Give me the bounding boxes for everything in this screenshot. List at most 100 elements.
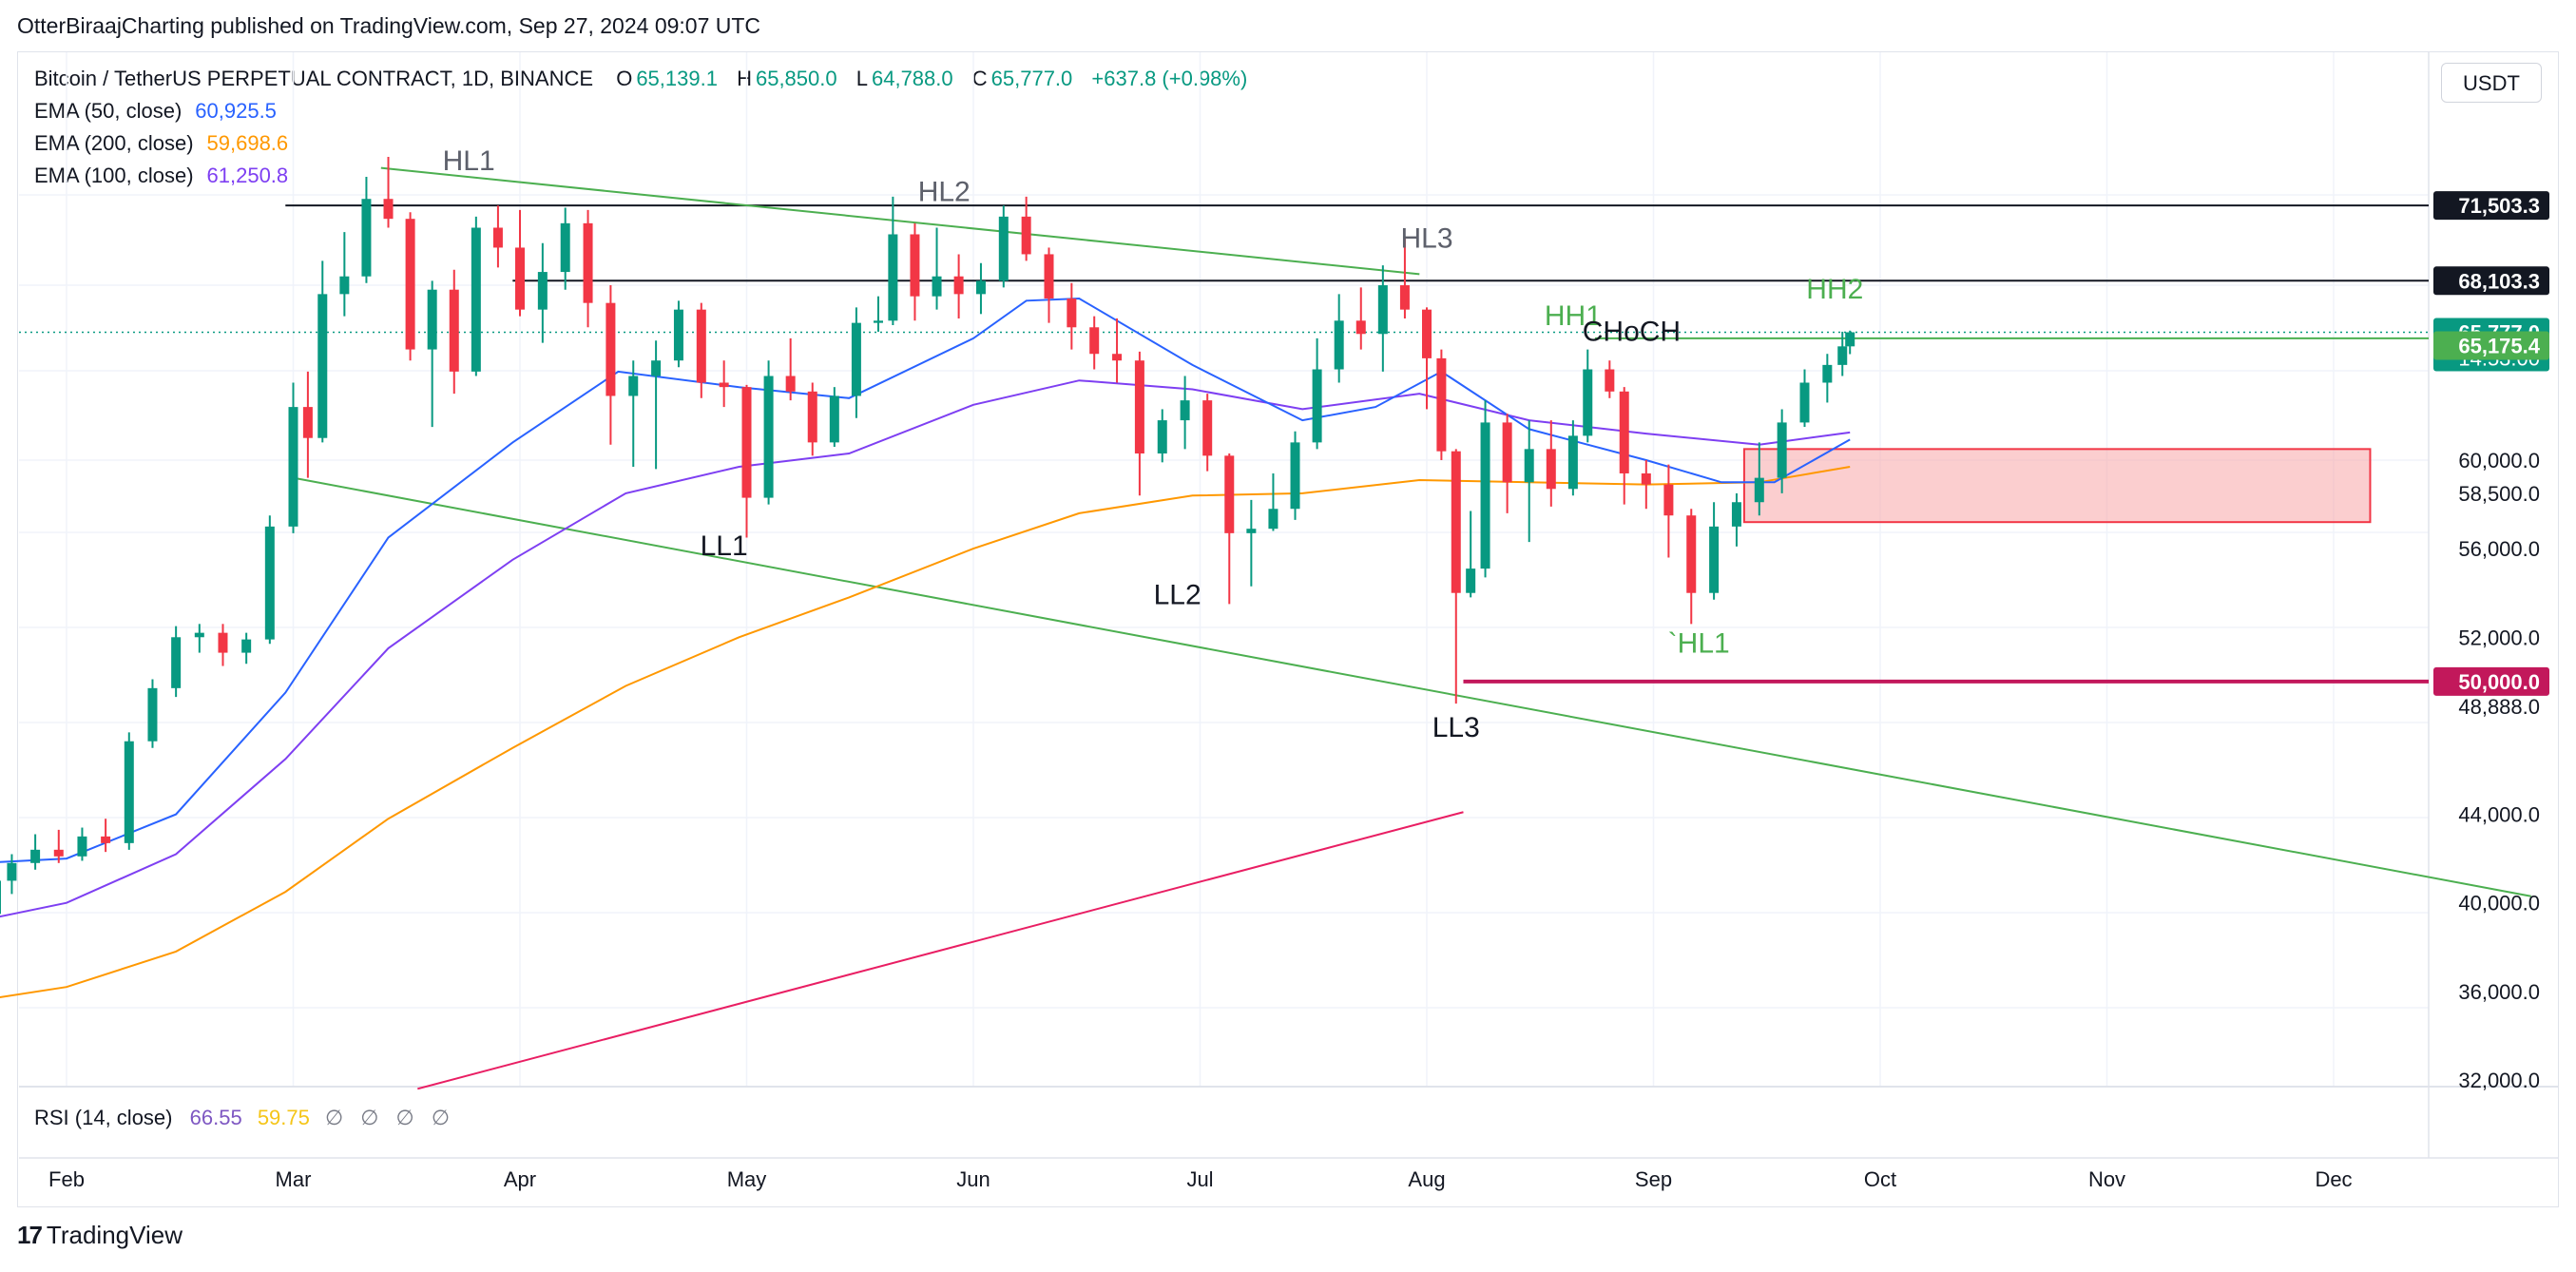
price-badge xyxy=(2433,666,2549,696)
price-badge-text: 50,000.0 xyxy=(2458,670,2540,694)
candle-body xyxy=(492,227,503,248)
annotation-label: `HL1 xyxy=(1668,628,1730,660)
symbol-legend[interactable]: Bitcoin / TetherUS PERPETUAL CONTRACT, 1… xyxy=(34,67,1251,91)
candle-body xyxy=(1663,484,1674,516)
candle-body xyxy=(1224,455,1235,533)
candle-body xyxy=(1524,449,1534,483)
candle-body xyxy=(302,407,313,438)
ema200-legend[interactable]: EMA (200, close) 59,698.6 xyxy=(34,131,288,156)
candle-body xyxy=(317,294,328,438)
candle-body xyxy=(1641,472,1651,485)
candle-body xyxy=(975,280,986,295)
candle-body xyxy=(1837,346,1848,365)
ema200-label: EMA (200, close) xyxy=(34,131,194,155)
ema100-line xyxy=(0,379,1851,918)
currency-button[interactable]: USDT xyxy=(2441,63,2542,103)
candle-body xyxy=(1436,357,1447,452)
candle-body xyxy=(560,222,570,273)
candle-body xyxy=(1709,526,1720,593)
candle-body xyxy=(471,227,481,372)
ema50-label: EMA (50, close) xyxy=(34,99,183,123)
candle-body xyxy=(405,219,415,350)
tradingview-logo-icon: 17 xyxy=(17,1221,43,1249)
candle-body xyxy=(0,880,1,915)
rsi-ma-value: 59.75 xyxy=(257,1106,310,1129)
time-axis-label: Mar xyxy=(276,1167,312,1191)
candle-body xyxy=(606,302,616,396)
ema50-legend[interactable]: EMA (50, close) 60,925.5 xyxy=(34,99,277,124)
grid xyxy=(19,52,2559,1159)
ema50-value: 60,925.5 xyxy=(195,99,277,123)
annotation-label: HL1 xyxy=(443,145,495,177)
candle-body xyxy=(628,376,639,396)
time-axis-label: May xyxy=(727,1167,767,1191)
candle-body xyxy=(1067,299,1077,328)
ohlc-high-label: H xyxy=(737,67,752,90)
annotation-label: LL2 xyxy=(1154,579,1201,610)
ohlc-low: 64,788.0 xyxy=(871,67,953,90)
price-axis-label: 32,000.0 xyxy=(2458,1069,2540,1092)
time-axis-label: Sep xyxy=(1635,1167,1672,1191)
time-axis-label: Jul xyxy=(1186,1167,1213,1191)
annotation-label: HH2 xyxy=(1806,274,1863,305)
ema100-legend[interactable]: EMA (100, close) 61,250.8 xyxy=(34,164,288,188)
candle-body xyxy=(1422,309,1432,358)
horizontal-levels xyxy=(285,204,2429,684)
candle-body xyxy=(218,632,228,653)
rsi-legend[interactable]: RSI (14, close) 66.55 59.75 ∅ ∅ ∅ ∅ xyxy=(34,1106,455,1130)
candle-body xyxy=(1822,364,1833,383)
candle-body xyxy=(1799,382,1810,423)
candle-body xyxy=(1290,442,1300,510)
ohlc-change: +637.8 (+0.98%) xyxy=(1091,67,1248,90)
price-axis-label: 58,500.0 xyxy=(2458,482,2540,506)
candle-body xyxy=(1334,320,1344,370)
annotation-label: CHoCH xyxy=(1583,316,1681,347)
candle-body xyxy=(1731,502,1741,527)
trendlines xyxy=(293,166,2531,1090)
candle-body xyxy=(932,276,942,297)
price-badge xyxy=(2433,266,2549,296)
candle-body xyxy=(1134,360,1144,454)
price-badge-text: 65,175.4 xyxy=(2458,334,2540,357)
ema100-label: EMA (100, close) xyxy=(34,164,194,187)
candle-body xyxy=(264,526,275,640)
demand-zone-rect xyxy=(1742,448,2372,524)
candle-body xyxy=(953,276,964,295)
tradingview-logo[interactable]: 17 TradingView xyxy=(17,1221,183,1250)
price-badge xyxy=(2433,191,2549,221)
candle-body xyxy=(288,407,298,527)
candle-body xyxy=(910,234,920,297)
candle-body xyxy=(1312,369,1322,443)
published-by-header: OtterBiraajCharting published on Trading… xyxy=(17,13,761,38)
time-axis: Feb Mar Apr May Jun Jul Aug Sep Oct Nov Dec xyxy=(48,1167,2353,1191)
price-axis-label: 56,000.0 xyxy=(2458,537,2540,561)
annotation-label: HL3 xyxy=(1400,222,1452,254)
annotation-label: LL3 xyxy=(1432,712,1480,743)
candle-body xyxy=(1399,285,1410,310)
candles xyxy=(0,156,1855,915)
time-axis-label: Nov xyxy=(2088,1167,2125,1191)
price-axis-label: 48,888.0 xyxy=(2458,695,2540,719)
candle-body xyxy=(1466,569,1476,593)
ohlc-open-label: O xyxy=(616,67,633,90)
candle-body xyxy=(30,849,41,863)
candle-body xyxy=(696,309,706,383)
candle-body xyxy=(1451,451,1461,593)
rsi-label: RSI (14, close) xyxy=(34,1106,173,1129)
price-badge-text: 71,503.3 xyxy=(2458,194,2540,218)
candle-body xyxy=(1112,354,1123,361)
rsi-null-values: ∅ ∅ ∅ ∅ xyxy=(325,1106,455,1129)
price-badges: 71,503.368,103.365,777.014:53:0065,175.4… xyxy=(2433,191,2549,696)
candle-body xyxy=(1157,420,1167,454)
candle-body xyxy=(1583,369,1593,436)
candle-body xyxy=(807,391,817,443)
ohlc-close: 65,777.0 xyxy=(990,67,1073,90)
candle-body xyxy=(427,289,437,350)
candle-body xyxy=(77,836,87,857)
demand-zone xyxy=(1742,448,2372,524)
candle-body xyxy=(1567,435,1578,490)
candle-body xyxy=(673,309,683,361)
candle-body xyxy=(785,376,796,392)
